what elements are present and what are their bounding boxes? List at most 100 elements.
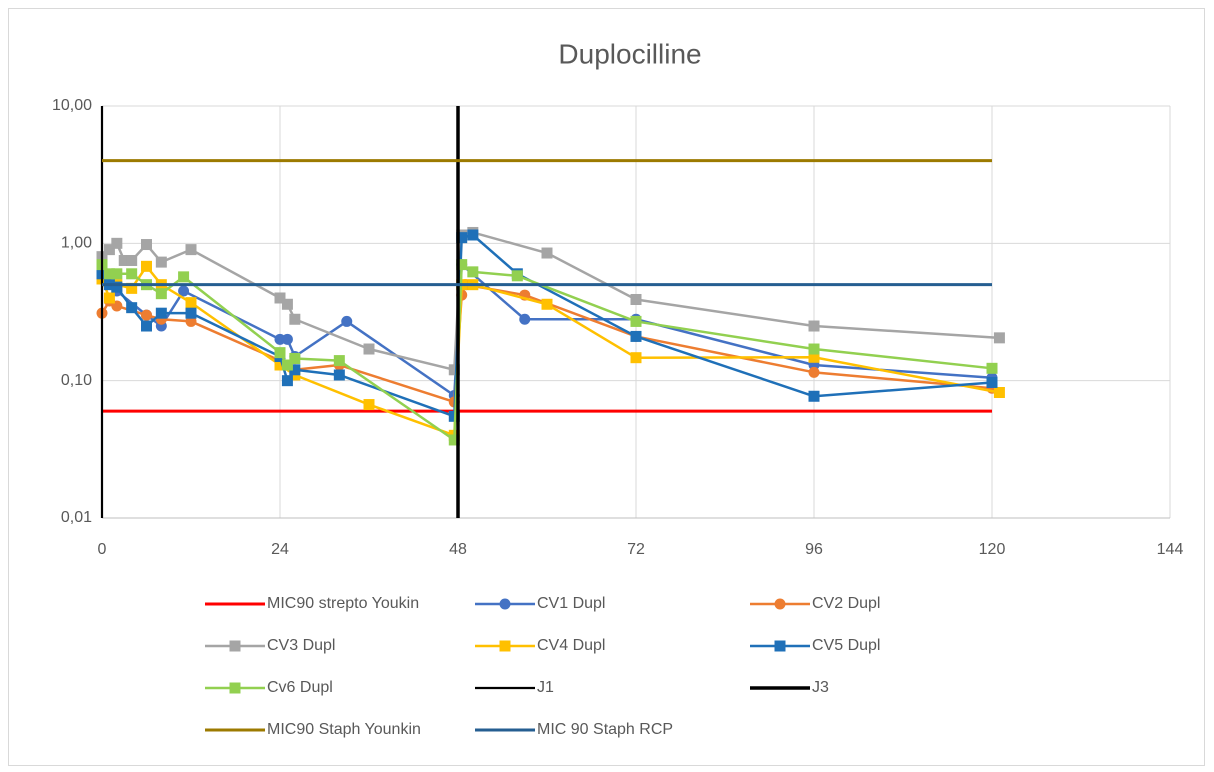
legend-item: CV3 Dupl bbox=[205, 637, 335, 654]
marker bbox=[808, 366, 820, 378]
y-tick-label: 0,01 bbox=[61, 509, 92, 526]
legend-label: CV5 Dupl bbox=[812, 637, 880, 654]
y-tick-label: 0,10 bbox=[61, 372, 92, 389]
marker bbox=[281, 333, 293, 345]
x-tick-label: 0 bbox=[98, 541, 107, 558]
legend-item: J1 bbox=[475, 679, 554, 696]
y-tick-label: 10,00 bbox=[52, 97, 92, 114]
legend-label: CV3 Dupl bbox=[267, 637, 335, 654]
marker bbox=[178, 271, 190, 283]
series bbox=[96, 226, 1005, 376]
marker bbox=[118, 254, 130, 266]
chart-title: Duplocilline bbox=[558, 38, 701, 69]
marker bbox=[341, 315, 353, 327]
marker bbox=[456, 232, 468, 244]
marker bbox=[808, 390, 820, 402]
marker bbox=[111, 268, 123, 280]
marker bbox=[986, 376, 998, 388]
marker bbox=[126, 254, 138, 266]
x-tick-label: 120 bbox=[979, 541, 1006, 558]
chart-border bbox=[8, 8, 1205, 766]
marker bbox=[126, 282, 138, 294]
legend-label: CV1 Dupl bbox=[537, 595, 605, 612]
marker bbox=[141, 320, 152, 332]
legend-label: J1 bbox=[537, 679, 554, 696]
marker bbox=[774, 640, 786, 652]
marker bbox=[993, 387, 1005, 399]
legend-label: CV2 Dupl bbox=[812, 595, 880, 612]
marker bbox=[185, 244, 197, 256]
marker bbox=[155, 256, 167, 268]
legend-label: CV4 Dupl bbox=[537, 637, 605, 654]
x-tick-label: 144 bbox=[1157, 541, 1184, 558]
marker bbox=[448, 434, 460, 446]
legend-item: CV5 Dupl bbox=[750, 637, 880, 654]
x-tick-label: 72 bbox=[627, 541, 645, 558]
legend-item: CV4 Dupl bbox=[475, 637, 605, 654]
legend-item: CV2 Dupl bbox=[750, 595, 880, 612]
marker bbox=[274, 359, 286, 371]
marker bbox=[111, 281, 123, 293]
marker bbox=[630, 352, 642, 364]
marker bbox=[289, 364, 301, 376]
marker bbox=[281, 298, 293, 310]
marker bbox=[185, 307, 197, 319]
marker bbox=[630, 293, 642, 305]
marker bbox=[467, 266, 479, 278]
marker bbox=[141, 309, 152, 321]
marker bbox=[333, 369, 345, 381]
marker bbox=[141, 239, 152, 251]
marker bbox=[155, 288, 167, 300]
marker bbox=[808, 351, 820, 363]
marker bbox=[630, 330, 642, 342]
marker bbox=[281, 375, 293, 387]
marker bbox=[808, 320, 820, 332]
marker bbox=[111, 237, 123, 249]
marker bbox=[141, 260, 152, 272]
marker bbox=[103, 292, 115, 304]
marker bbox=[499, 640, 511, 652]
marker bbox=[333, 355, 345, 367]
y-tick-label: 1,00 bbox=[61, 235, 92, 252]
marker bbox=[274, 292, 286, 304]
marker bbox=[126, 302, 138, 314]
marker bbox=[229, 682, 241, 694]
marker bbox=[467, 229, 479, 241]
marker bbox=[185, 297, 197, 309]
marker bbox=[126, 268, 138, 280]
marker bbox=[456, 259, 468, 271]
x-tick-label: 96 bbox=[805, 541, 823, 558]
marker bbox=[363, 343, 375, 355]
marker bbox=[448, 364, 460, 376]
marker bbox=[541, 298, 553, 310]
marker bbox=[519, 313, 531, 325]
marker bbox=[630, 315, 642, 327]
marker bbox=[103, 268, 115, 280]
legend-label: MIC90 Staph Younkin bbox=[267, 721, 421, 738]
x-tick-label: 48 bbox=[449, 541, 467, 558]
marker bbox=[281, 359, 293, 371]
x-tick-label: 24 bbox=[271, 541, 289, 558]
marker bbox=[774, 598, 786, 610]
legend-label: Cv6 Dupl bbox=[267, 679, 333, 696]
marker bbox=[274, 347, 286, 359]
marker bbox=[808, 343, 820, 355]
marker bbox=[993, 332, 1005, 344]
legend-item: MIC90 Staph Younkin bbox=[205, 721, 421, 738]
legend-label: MIC 90 Staph RCP bbox=[537, 721, 673, 738]
marker bbox=[289, 353, 301, 365]
legend-item: Cv6 Dupl bbox=[205, 679, 333, 696]
marker bbox=[499, 598, 511, 610]
legend-item: CV1 Dupl bbox=[475, 595, 605, 612]
marker bbox=[541, 247, 553, 259]
legend-item: MIC90 strepto Youkin bbox=[205, 595, 419, 612]
marker bbox=[363, 399, 375, 411]
marker bbox=[229, 640, 241, 652]
marker bbox=[155, 307, 167, 319]
marker bbox=[986, 362, 998, 374]
legend-label: MIC90 strepto Youkin bbox=[267, 595, 419, 612]
legend-label: J3 bbox=[812, 679, 829, 696]
marker bbox=[511, 270, 523, 282]
marker bbox=[289, 313, 301, 325]
